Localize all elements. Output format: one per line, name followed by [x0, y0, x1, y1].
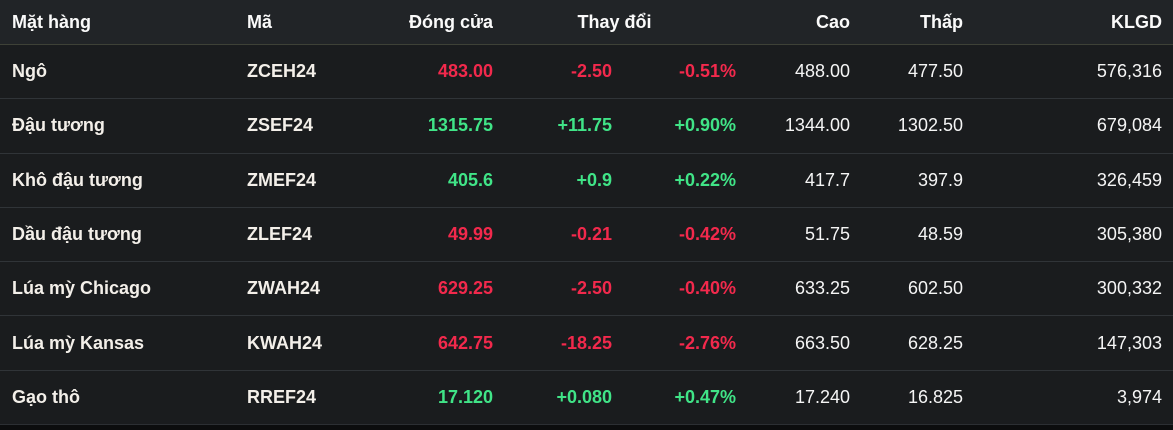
- change-percent: -0.42%: [678, 223, 736, 244]
- commodity-name: Đậu tương: [12, 115, 105, 136]
- table-row[interactable]: Dầu đậu tương ZLEF24 49.99 -0.21 -0.42% …: [0, 206, 1173, 262]
- low-price: 48.59: [917, 223, 963, 244]
- high-price: 488.00: [794, 61, 850, 82]
- high-price: 663.50: [794, 332, 850, 353]
- low-price: 16.825: [907, 386, 963, 407]
- change-value: -18.25: [560, 332, 612, 353]
- commodity-code: ZMEF24: [247, 169, 317, 190]
- col-header-high: Cao: [815, 11, 850, 32]
- commodity-code: ZSEF24: [247, 115, 314, 136]
- high-price: 417.7: [804, 169, 850, 190]
- commodity-code: ZLEF24: [247, 223, 313, 244]
- col-header-change: Thay đổi: [577, 11, 652, 32]
- change-percent: +0.22%: [674, 169, 736, 190]
- commodity-code: RREF24: [247, 386, 317, 407]
- close-price: 49.99: [447, 223, 493, 244]
- change-value: -2.50: [570, 61, 612, 82]
- change-percent: -0.51%: [678, 61, 736, 82]
- col-header-item: Mặt hàng: [12, 11, 91, 32]
- low-price: 477.50: [907, 61, 963, 82]
- col-header-code: Mã: [247, 11, 273, 32]
- commodity-name: Gạo thô: [12, 386, 80, 407]
- high-price: 633.25: [794, 278, 850, 299]
- change-value: +11.75: [557, 115, 612, 136]
- table-row[interactable]: Ngô ZCEH24 483.00 -2.50 -0.51% 488.00 47…: [0, 45, 1173, 99]
- table-row[interactable]: Lúa mỳ Kansas KWAH24 642.75 -18.25 -2.76…: [0, 315, 1173, 370]
- volume: 300,332: [1096, 278, 1162, 299]
- volume: 326,459: [1096, 169, 1162, 190]
- volume: 576,316: [1096, 61, 1162, 82]
- change-value: +0.080: [556, 386, 612, 407]
- commodity-name: Lúa mỳ Chicago: [12, 278, 152, 299]
- high-price: 51.75: [804, 223, 850, 244]
- col-header-volume: KLGD: [1111, 11, 1162, 32]
- close-price: 1315.75: [427, 115, 493, 136]
- change-percent: +0.90%: [674, 115, 736, 136]
- low-price: 397.9: [917, 169, 963, 190]
- close-price: 17.120: [437, 386, 493, 407]
- table-header-row: Mặt hàng Mã Đóng cửa Thay đổi Cao Thấp K…: [0, 0, 1173, 45]
- commodity-code: KWAH24: [247, 332, 323, 353]
- low-price: 1302.50: [897, 115, 963, 136]
- col-header-low: Thấp: [920, 11, 963, 32]
- table-row[interactable]: Khô đậu tương ZMEF24 405.6 +0.9 +0.22% 4…: [0, 152, 1173, 207]
- change-percent: -0.40%: [678, 278, 736, 299]
- close-price: 629.25: [437, 278, 493, 299]
- change-value: -0.21: [570, 223, 612, 244]
- change-percent: -2.76%: [678, 332, 736, 353]
- commodity-code: ZWAH24: [247, 278, 321, 299]
- table-row[interactable]: Đậu tương ZSEF24 1315.75 +11.75 +0.90% 1…: [0, 98, 1173, 153]
- table-bottom-edge: [0, 423, 1173, 430]
- low-price: 602.50: [907, 278, 963, 299]
- change-value: -2.50: [570, 278, 612, 299]
- volume: 305,380: [1096, 223, 1162, 244]
- commodity-name: Dầu đậu tương: [12, 223, 142, 244]
- close-price: 642.75: [437, 332, 493, 353]
- change-percent: +0.47%: [674, 386, 736, 407]
- close-price: 483.00: [437, 61, 493, 82]
- table-row[interactable]: Gạo thô RREF24 17.120 +0.080 +0.47% 17.2…: [0, 369, 1173, 424]
- volume: 147,303: [1096, 332, 1162, 353]
- change-value: +0.9: [576, 169, 612, 190]
- col-header-close: Đóng cửa: [408, 11, 493, 32]
- commodity-name: Khô đậu tương: [12, 169, 143, 190]
- high-price: 17.240: [794, 386, 850, 407]
- volume: 3,974: [1116, 386, 1162, 407]
- commodity-name: Ngô: [12, 61, 47, 82]
- commodity-code: ZCEH24: [247, 61, 317, 82]
- volume: 679,084: [1096, 115, 1162, 136]
- table-row[interactable]: Lúa mỳ Chicago ZWAH24 629.25 -2.50 -0.40…: [0, 261, 1173, 316]
- low-price: 628.25: [907, 332, 963, 353]
- high-price: 1344.00: [784, 115, 850, 136]
- commodity-name: Lúa mỳ Kansas: [12, 332, 145, 353]
- close-price: 405.6: [447, 169, 493, 190]
